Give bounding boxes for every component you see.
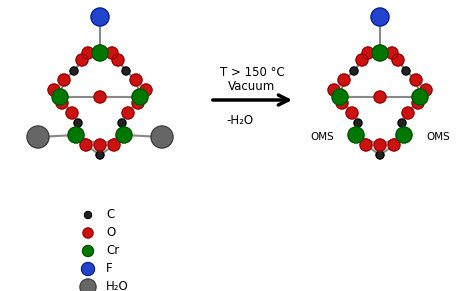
- Circle shape: [92, 45, 108, 61]
- Circle shape: [116, 127, 132, 143]
- Circle shape: [82, 262, 94, 276]
- Circle shape: [132, 89, 148, 105]
- Circle shape: [52, 89, 68, 105]
- Circle shape: [122, 67, 130, 75]
- Circle shape: [356, 54, 368, 66]
- Circle shape: [68, 127, 84, 143]
- Circle shape: [386, 47, 398, 59]
- Circle shape: [112, 54, 124, 66]
- Text: OMS: OMS: [310, 132, 334, 142]
- Circle shape: [48, 84, 60, 96]
- Text: C: C: [106, 208, 114, 221]
- Circle shape: [140, 84, 152, 96]
- Circle shape: [122, 107, 134, 119]
- Circle shape: [348, 127, 364, 143]
- Circle shape: [328, 84, 340, 96]
- Circle shape: [91, 8, 109, 26]
- Circle shape: [106, 47, 118, 59]
- Circle shape: [374, 139, 386, 151]
- Circle shape: [420, 84, 432, 96]
- Circle shape: [350, 67, 358, 75]
- Circle shape: [132, 97, 144, 109]
- Circle shape: [412, 89, 428, 105]
- Circle shape: [372, 45, 388, 61]
- Circle shape: [336, 97, 348, 109]
- Text: Cr: Cr: [106, 244, 119, 258]
- Circle shape: [412, 97, 424, 109]
- Circle shape: [402, 107, 414, 119]
- Circle shape: [56, 97, 68, 109]
- Circle shape: [398, 119, 406, 127]
- Circle shape: [354, 119, 362, 127]
- Circle shape: [66, 107, 78, 119]
- Circle shape: [360, 139, 372, 151]
- Circle shape: [80, 139, 92, 151]
- Circle shape: [83, 228, 93, 238]
- Text: OMS: OMS: [426, 132, 450, 142]
- Circle shape: [76, 54, 88, 66]
- Circle shape: [58, 74, 70, 86]
- Text: H₂O: H₂O: [106, 281, 129, 291]
- Text: T > 150 °C: T > 150 °C: [219, 65, 284, 79]
- Circle shape: [108, 139, 120, 151]
- Text: Vacuum: Vacuum: [228, 79, 275, 93]
- Text: F: F: [106, 262, 113, 276]
- Circle shape: [94, 91, 106, 103]
- Circle shape: [118, 119, 126, 127]
- Circle shape: [376, 151, 384, 159]
- Circle shape: [362, 47, 374, 59]
- Circle shape: [392, 54, 404, 66]
- Text: -H₂O: -H₂O: [227, 113, 254, 127]
- Circle shape: [74, 119, 82, 127]
- Text: O: O: [106, 226, 115, 239]
- Circle shape: [338, 74, 350, 86]
- Circle shape: [130, 74, 142, 86]
- Circle shape: [96, 151, 104, 159]
- Circle shape: [410, 74, 422, 86]
- Circle shape: [82, 246, 93, 256]
- Circle shape: [374, 91, 386, 103]
- Circle shape: [396, 127, 412, 143]
- Circle shape: [402, 67, 410, 75]
- Circle shape: [80, 279, 96, 291]
- Circle shape: [27, 126, 49, 148]
- Circle shape: [84, 212, 91, 219]
- Circle shape: [94, 139, 106, 151]
- Circle shape: [70, 67, 78, 75]
- Circle shape: [82, 47, 94, 59]
- Circle shape: [371, 8, 389, 26]
- Circle shape: [151, 126, 173, 148]
- Circle shape: [388, 139, 400, 151]
- Circle shape: [346, 107, 358, 119]
- Circle shape: [332, 89, 348, 105]
